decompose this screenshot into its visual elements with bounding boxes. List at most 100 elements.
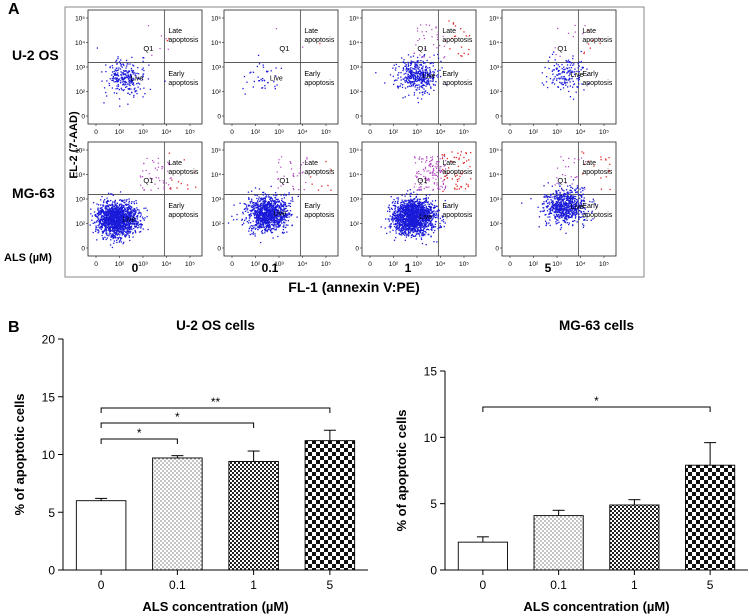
event-dot: [261, 211, 263, 213]
event-dot: [129, 84, 131, 87]
event-dot: [117, 57, 119, 60]
panel-a-x-axis-label: FL-1 (annexin V:PE): [288, 279, 419, 295]
event-dot: [110, 225, 112, 227]
event-dot: [131, 81, 133, 83]
event-dot: [277, 216, 279, 218]
event-dot: [273, 208, 276, 210]
event-dot: [98, 218, 100, 221]
event-dot: [280, 209, 282, 211]
event-dot: [106, 220, 108, 222]
event-dot: [142, 56, 144, 59]
event-dot: [426, 71, 428, 73]
event-dot: [288, 202, 290, 205]
event-dot: [279, 215, 281, 217]
event-dot: [412, 55, 415, 57]
event-dot: [122, 224, 124, 226]
event-dot: [252, 233, 255, 235]
event-dot: [96, 215, 98, 218]
event-dot: [110, 217, 113, 219]
event-dot: [266, 211, 269, 213]
event-dot: [405, 77, 408, 79]
event-dot: [410, 207, 412, 209]
event-dot: [407, 54, 410, 56]
event-dot: [117, 80, 119, 83]
event-dot: [264, 196, 267, 198]
event-dot: [115, 69, 117, 72]
event-dot: [566, 72, 568, 74]
event-dot: [413, 231, 415, 233]
event-dot: [115, 231, 117, 234]
event-dot: [419, 224, 422, 227]
event-dot: [439, 226, 441, 229]
event-dot: [413, 202, 415, 205]
event-dot: [122, 204, 124, 206]
event-dot: [402, 233, 405, 235]
event-dot: [409, 195, 411, 197]
event-dot: [411, 70, 413, 72]
event-dot: [115, 60, 117, 63]
x-tick-label: 0: [230, 129, 234, 136]
event-dot: [426, 207, 428, 210]
event-dot: [427, 72, 429, 74]
event-dot: [407, 220, 410, 222]
event-dot: [107, 219, 109, 222]
event-dot: [264, 193, 266, 195]
event-dot: [402, 68, 405, 70]
event-dot: [283, 219, 285, 221]
event-dot: [274, 229, 276, 231]
event-dot: [109, 229, 111, 231]
event-dot: [95, 228, 97, 231]
event-dot: [419, 92, 421, 94]
event-dot: [121, 224, 124, 226]
event-dot: [551, 70, 553, 72]
event-dot: [139, 219, 141, 222]
event-dot: [113, 215, 115, 217]
event-dot: [398, 65, 400, 68]
event-dot: [113, 205, 115, 207]
event-dot: [112, 213, 114, 215]
y-tick-label: 10²: [76, 89, 86, 96]
event-dot: [106, 210, 109, 213]
event-dot: [276, 194, 278, 196]
event-dot: [443, 57, 445, 59]
event-dot: [419, 206, 421, 208]
event-dot: [131, 206, 133, 208]
event-dot: [115, 224, 117, 226]
event-dot: [258, 209, 260, 211]
event-dot: [99, 227, 101, 229]
event-dot: [273, 224, 275, 226]
event-dot: [254, 207, 256, 209]
event-dot: [109, 66, 111, 69]
event-dot: [126, 228, 128, 231]
event-dot: [409, 76, 411, 78]
y-tick-label: 10²: [76, 221, 86, 228]
event-dot: [420, 98, 423, 100]
event-dot: [414, 80, 417, 82]
event-dot: [125, 76, 127, 79]
event-dot: [432, 80, 434, 82]
event-dot: [125, 222, 128, 224]
event-dot: [272, 215, 275, 217]
event-dot: [135, 90, 138, 92]
event-dot: [428, 74, 431, 76]
event-dot: [305, 181, 307, 184]
event-dot: [402, 211, 405, 213]
event-dot: [117, 213, 120, 216]
event-dot: [126, 227, 128, 229]
event-dot: [395, 63, 397, 66]
quadrant-label-early: Early: [168, 71, 184, 78]
event-dot: [573, 73, 576, 76]
event-dot: [128, 212, 130, 214]
event-dot: [109, 78, 111, 80]
event-dot: [119, 68, 122, 70]
event-dot: [423, 230, 425, 232]
event-dot: [425, 69, 428, 71]
event-dot: [120, 213, 123, 216]
event-dot: [115, 217, 117, 220]
event-dot: [126, 76, 129, 79]
event-dot: [400, 83, 402, 85]
event-dot: [115, 221, 117, 223]
event-dot: [422, 234, 425, 236]
event-dot: [264, 218, 266, 220]
